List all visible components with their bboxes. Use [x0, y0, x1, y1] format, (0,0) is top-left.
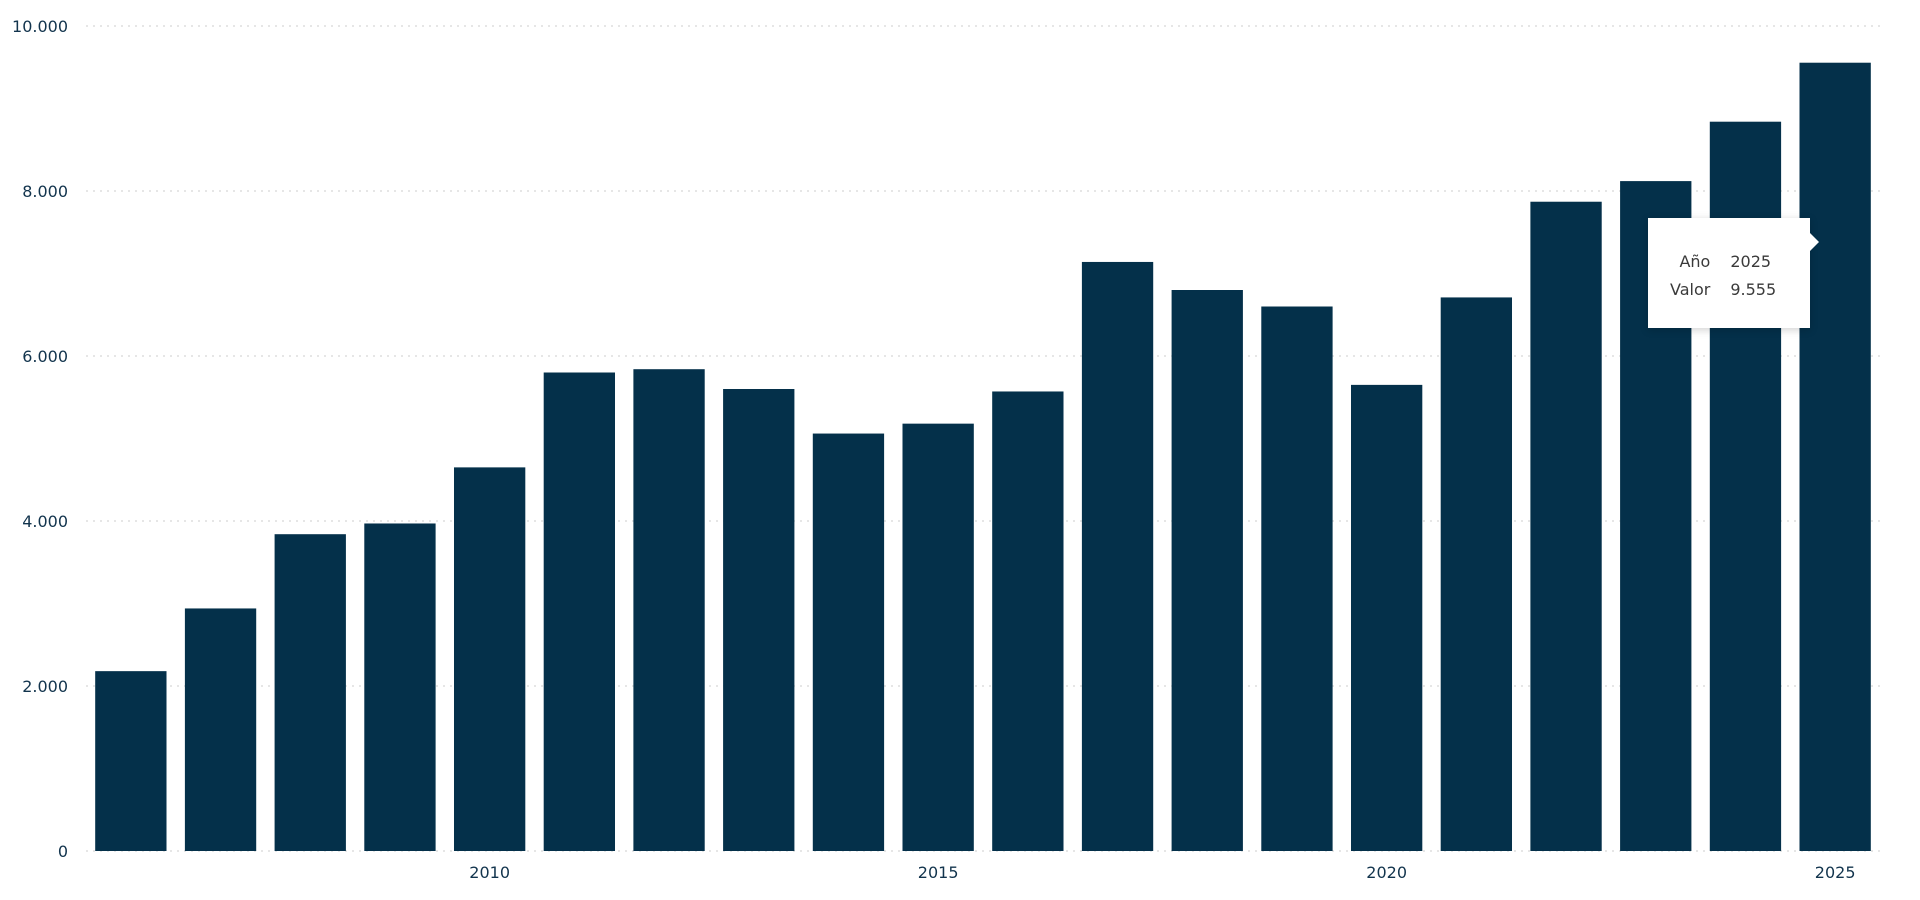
bar-2009[interactable] [364, 523, 436, 851]
tooltip-arrow [1809, 232, 1819, 252]
x-tick-label: 2010 [469, 863, 510, 882]
x-tick-label: 2025 [1815, 863, 1856, 882]
tooltip-year-value: 2025 [1730, 252, 1772, 271]
x-tick-label: 2015 [918, 863, 959, 882]
bars [95, 62, 1871, 852]
tooltip-table: Año 2025 Valor 9.555 [1670, 248, 1776, 304]
tooltip-row-year: Año 2025 [1670, 248, 1776, 276]
bar-2007[interactable] [184, 608, 257, 851]
bar-2010[interactable] [453, 467, 526, 851]
bar-2019[interactable] [1261, 306, 1333, 852]
bar-2020[interactable] [1350, 384, 1423, 851]
tooltip-value-value: 9.555 [1730, 280, 1777, 299]
y-tick-label: 2.000 [22, 677, 68, 696]
tooltip-row-value: Valor 9.555 [1670, 276, 1776, 304]
y-tick-label: 8.000 [22, 182, 68, 201]
tooltip: Año 2025 Valor 9.555 [1648, 218, 1819, 328]
grid-lines [86, 25, 1880, 852]
bar-2012[interactable] [633, 369, 705, 851]
bar-2011[interactable] [543, 372, 616, 852]
bar-2017[interactable] [1081, 261, 1154, 851]
bar-2015[interactable] [902, 423, 974, 851]
bar-2022[interactable] [1530, 201, 1602, 852]
x-axis: 2010 2015 2020 2025 [469, 863, 1855, 882]
y-tick-label: 6.000 [22, 347, 68, 366]
x-tick-label: 2020 [1366, 863, 1407, 882]
bar-2018[interactable] [1171, 290, 1243, 851]
bar-2008[interactable] [274, 534, 346, 851]
y-tick-label: 10.000 [12, 17, 68, 36]
y-tick-label: 4.000 [22, 512, 68, 531]
bar-2006[interactable] [95, 671, 167, 851]
tooltip-value-key: Valor [1670, 280, 1711, 299]
tooltip-year-key: Año [1679, 252, 1711, 271]
bar-2013[interactable] [723, 389, 795, 851]
y-tick-label: 0 [58, 842, 68, 861]
bar-2021[interactable] [1440, 297, 1513, 851]
y-axis: 0 2.000 4.000 6.000 8.000 10.000 [12, 17, 68, 861]
bar-2014[interactable] [812, 433, 885, 851]
bar-2016[interactable] [992, 391, 1064, 851]
bar-2025[interactable] [1799, 62, 1871, 851]
